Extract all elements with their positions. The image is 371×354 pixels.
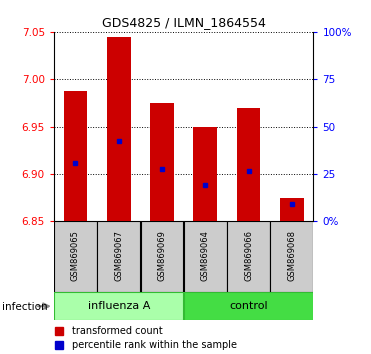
Text: percentile rank within the sample: percentile rank within the sample	[72, 340, 237, 350]
Bar	[107, 36, 131, 221]
Text: GSM869064: GSM869064	[201, 230, 210, 281]
Bar	[141, 221, 183, 292]
Bar	[237, 108, 260, 221]
Title: GDS4825 / ILMN_1864554: GDS4825 / ILMN_1864554	[102, 16, 266, 29]
Bar	[97, 221, 140, 292]
Bar	[227, 221, 270, 292]
Bar	[150, 103, 174, 221]
Bar	[184, 292, 313, 320]
Text: GSM869067: GSM869067	[114, 230, 123, 281]
Text: GSM869066: GSM869066	[244, 230, 253, 281]
Bar	[193, 126, 217, 221]
Text: GSM869065: GSM869065	[71, 230, 80, 281]
Text: infection: infection	[2, 302, 47, 312]
Text: influenza A: influenza A	[88, 301, 150, 311]
Bar	[54, 292, 183, 320]
Bar	[54, 221, 97, 292]
Text: transformed count: transformed count	[72, 326, 163, 336]
Text: GSM869068: GSM869068	[288, 230, 296, 281]
Text: control: control	[229, 301, 268, 311]
Bar	[270, 221, 313, 292]
Bar	[184, 221, 227, 292]
Text: GSM869069: GSM869069	[158, 230, 167, 281]
Bar	[63, 91, 87, 221]
Bar	[280, 198, 304, 221]
